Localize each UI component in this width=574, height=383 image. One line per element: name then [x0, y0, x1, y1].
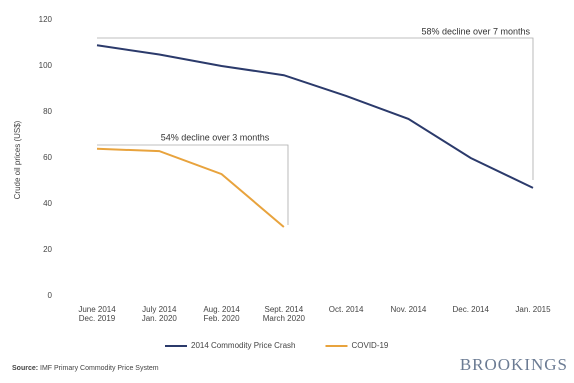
line-series: [96, 147, 285, 228]
annotation-bracket: [97, 144, 289, 225]
y-tick-label: 20: [43, 245, 52, 254]
source-label: Source:: [12, 365, 38, 372]
x-tick-label: Nov. 2014: [390, 305, 426, 314]
x-tick-label: Dec. 2019: [79, 314, 116, 323]
x-tick-label: Feb. 2020: [204, 314, 241, 323]
x-tick-label: July 2014: [142, 305, 177, 314]
x-tick-label: Oct. 2014: [329, 305, 364, 314]
x-tick-label: Jan. 2015: [515, 305, 551, 314]
y-tick-label: 0: [48, 291, 53, 300]
annotation: 58% decline over 7 months: [421, 26, 530, 36]
y-tick-label: 120: [39, 15, 53, 24]
y-tick-label: 40: [43, 199, 52, 208]
annotation: 54% decline over 3 months: [161, 132, 270, 142]
x-tick-label: Sept. 2014: [265, 305, 304, 314]
y-tick-label: 100: [39, 61, 53, 70]
logo: BROOKINGS: [460, 355, 568, 374]
legend-label: 2014 Commodity Price Crash: [191, 341, 295, 350]
line-series: [96, 44, 534, 189]
x-tick-label: Jan. 2020: [142, 314, 178, 323]
legend-label: COVID-19: [351, 341, 388, 350]
y-tick-label: 60: [43, 153, 52, 162]
x-tick-label: June 2014: [78, 305, 116, 314]
annotation-bracket: [97, 37, 534, 180]
source: IMF Primary Commodity Price System: [40, 365, 159, 372]
y-axis-label: Crude oil prices (US$): [13, 120, 22, 199]
x-tick-label: Dec. 2014: [452, 305, 489, 314]
x-tick-label: March 2020: [263, 314, 306, 323]
y-tick-label: 80: [43, 107, 52, 116]
x-tick-label: Aug. 2014: [203, 305, 240, 314]
